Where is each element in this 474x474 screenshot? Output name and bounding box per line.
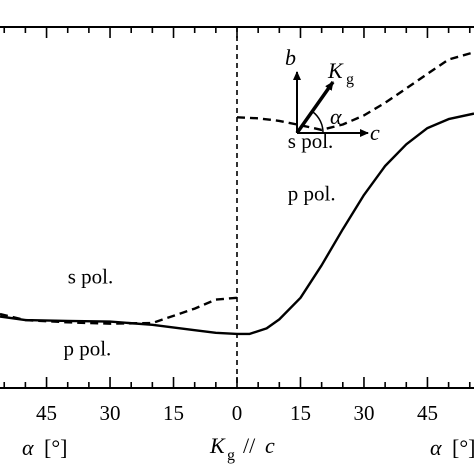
axis-ticks	[3, 27, 471, 388]
inset-diagram: b c K g α	[285, 45, 380, 145]
x-axis-label-center: K g // c	[209, 433, 275, 464]
x-axis-label-right-unit: [°]	[452, 435, 474, 460]
x-tick-label: 45	[417, 401, 438, 425]
series-layer	[0, 51, 474, 336]
svg-text:g: g	[227, 447, 235, 464]
series-annotation: p pol.	[288, 181, 336, 205]
inset-c-label: c	[370, 120, 380, 145]
x-tick-label: 0	[232, 401, 243, 425]
annotations: s pol.p pol.s pol.p pol.	[63, 129, 335, 361]
x-tick-labels: 45 30 15 0 15 30 45	[36, 401, 438, 425]
x-tick-label: 15	[290, 401, 311, 425]
s-pol-right-line	[236, 51, 474, 132]
p-pol-right-line	[237, 112, 474, 336]
p-pol-left-line	[0, 315, 238, 336]
series-annotation: s pol.	[68, 264, 114, 288]
inset-b-label: b	[285, 45, 296, 70]
svg-text:K: K	[209, 433, 226, 458]
x-tick-label: 30	[100, 401, 121, 425]
x-axis-label-left: α	[22, 435, 34, 460]
x-axis-label-right: α	[430, 435, 442, 460]
inset-kg-label: K	[327, 58, 344, 83]
inset-kg-vector	[295, 80, 335, 135]
x-tick-label: 45	[36, 401, 57, 425]
inset-alpha-label: α	[330, 104, 342, 129]
svg-text:c: c	[265, 433, 275, 458]
inset-kg-sub: g	[346, 71, 354, 88]
inset-angle-arc	[312, 111, 324, 134]
x-tick-label: 15	[163, 401, 184, 425]
x-axis-label-left-unit: [°]	[44, 435, 67, 460]
series-annotation: p pol.	[63, 337, 111, 361]
x-tick-label: 30	[353, 401, 374, 425]
svg-text://: //	[243, 433, 256, 458]
